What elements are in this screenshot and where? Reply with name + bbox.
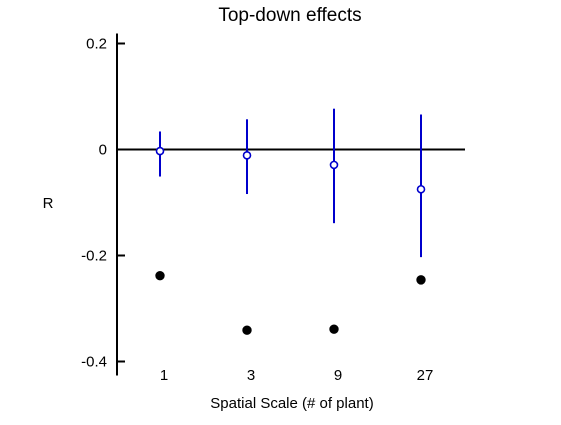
data-point-open [416, 184, 426, 194]
data-point-open [329, 160, 339, 170]
x-tick-label: 3 [247, 367, 255, 384]
x-tick-label: 1 [160, 367, 168, 384]
data-point-filled [329, 324, 339, 334]
plot-area: 0.2 0 -0.2 -0.4 1 3 9 27 [81, 33, 465, 384]
x-tick-label: 27 [417, 367, 434, 384]
chart-title: Top-down effects [218, 5, 361, 26]
y-tick-label: -0.2 [81, 248, 107, 265]
x-axis-label: Spatial Scale (# of plant) [210, 395, 373, 412]
data-point-open [242, 151, 252, 160]
y-axis-label: R [43, 195, 54, 212]
data-point-open [155, 146, 165, 156]
y-tick-label: 0 [99, 142, 107, 159]
data-point-filled [416, 275, 426, 285]
data-point-filled [155, 270, 165, 281]
x-tick-label: 9 [334, 367, 342, 384]
y-tick-label: 0.2 [86, 36, 107, 53]
data-point-filled [242, 325, 252, 335]
y-tick-label: -0.4 [81, 354, 107, 371]
